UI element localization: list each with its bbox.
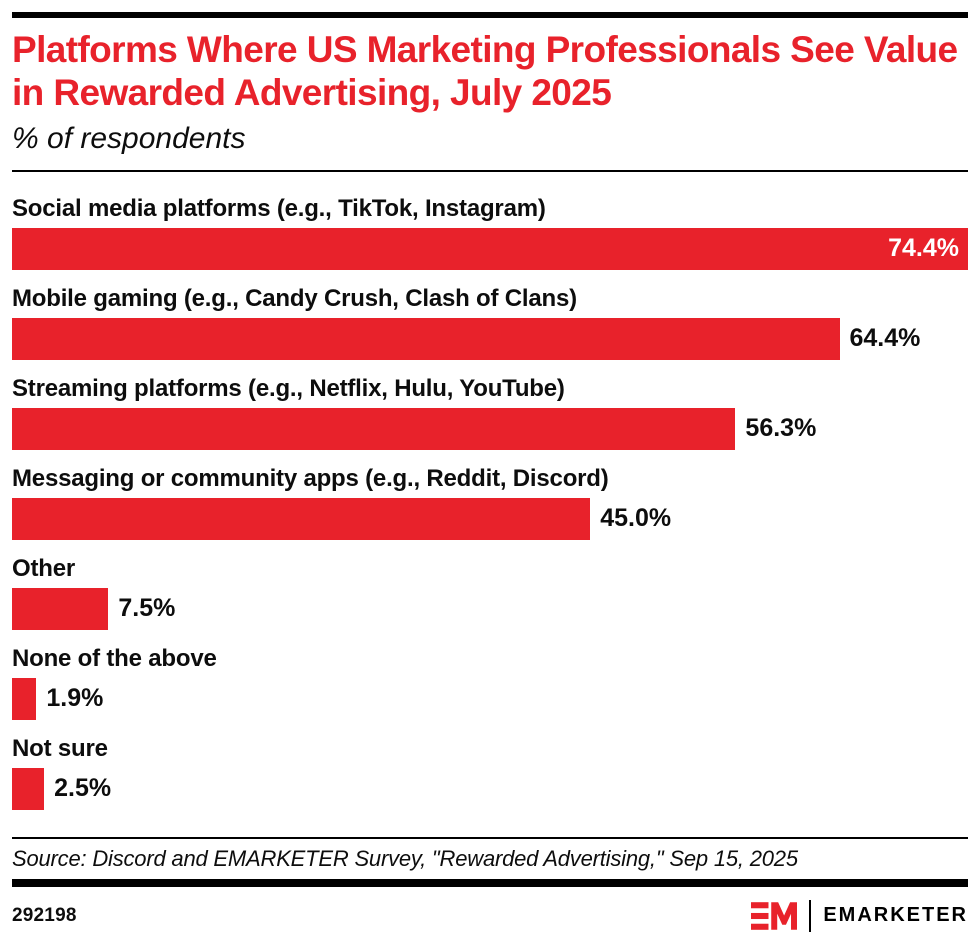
bar bbox=[12, 587, 109, 630]
bar-value-label: 1.9% bbox=[46, 684, 104, 713]
chart-title: Platforms Where US Marketing Professiona… bbox=[12, 29, 958, 113]
bar: 74.4% bbox=[12, 227, 968, 270]
bar-category-label: Mobile gaming (e.g., Candy Crush, Clash … bbox=[12, 284, 577, 312]
chart-subtitle: % of respondents bbox=[12, 121, 246, 155]
source-note: Source: Discord and EMARKETER Survey, "R… bbox=[12, 845, 798, 871]
emarketer-logo: EMARKETER bbox=[751, 899, 968, 932]
bar-row: Streaming platforms (e.g., Netflix, Hulu… bbox=[12, 374, 968, 450]
bar-track: 2.5% bbox=[12, 767, 968, 810]
bar-chart: Social media platforms (e.g., TikTok, In… bbox=[12, 172, 968, 810]
bar-track: 45.0% bbox=[12, 497, 968, 540]
bar-value-label: 64.4% bbox=[849, 324, 921, 353]
bar-category-label: Streaming platforms (e.g., Netflix, Hulu… bbox=[12, 374, 565, 402]
bar-track: 64.4% bbox=[12, 317, 968, 360]
bar bbox=[12, 677, 37, 720]
logo-divider bbox=[809, 899, 812, 932]
footer: 292198 EMARKETER bbox=[12, 899, 968, 932]
emarketer-logo-icon bbox=[751, 902, 798, 930]
bar-category-label: Messaging or community apps (e.g., Reddi… bbox=[12, 464, 609, 492]
bar bbox=[12, 407, 736, 450]
bar-track: 7.5% bbox=[12, 587, 968, 630]
bar-value-label: 7.5% bbox=[118, 594, 176, 623]
bar-value-label: 45.0% bbox=[600, 504, 672, 533]
bar-category-label: Other bbox=[12, 554, 76, 582]
bar bbox=[12, 767, 45, 810]
emarketer-wordmark: EMARKETER bbox=[823, 904, 968, 927]
bar-row: Messaging or community apps (e.g., Reddi… bbox=[12, 464, 968, 540]
bar-row: Other 7.5% bbox=[12, 554, 968, 630]
bar-value-label: 74.4% bbox=[888, 234, 959, 263]
bar-track: 56.3% bbox=[12, 407, 968, 450]
bar-row: None of the above 1.9% bbox=[12, 644, 968, 720]
bar bbox=[12, 317, 840, 360]
bar-category-label: Social media platforms (e.g., TikTok, In… bbox=[12, 194, 546, 222]
footer-rule bbox=[12, 878, 968, 887]
bar-category-label: Not sure bbox=[12, 734, 108, 762]
bar-value-label: 2.5% bbox=[54, 774, 112, 803]
chart-id: 292198 bbox=[12, 904, 77, 926]
bar bbox=[12, 497, 591, 540]
bar-track: 1.9% bbox=[12, 677, 968, 720]
bar-category-label: None of the above bbox=[12, 644, 217, 672]
bar-row: Not sure 2.5% bbox=[12, 734, 968, 810]
chart-page: Platforms Where US Marketing Professiona… bbox=[0, 12, 980, 932]
bar-value-label: 56.3% bbox=[745, 414, 817, 443]
top-rule bbox=[12, 12, 968, 18]
source-divider bbox=[12, 836, 968, 839]
header-divider bbox=[12, 169, 968, 172]
bar-row: Social media platforms (e.g., TikTok, In… bbox=[12, 194, 968, 270]
bar-track: 74.4% bbox=[12, 227, 968, 270]
bar-row: Mobile gaming (e.g., Candy Crush, Clash … bbox=[12, 284, 968, 360]
